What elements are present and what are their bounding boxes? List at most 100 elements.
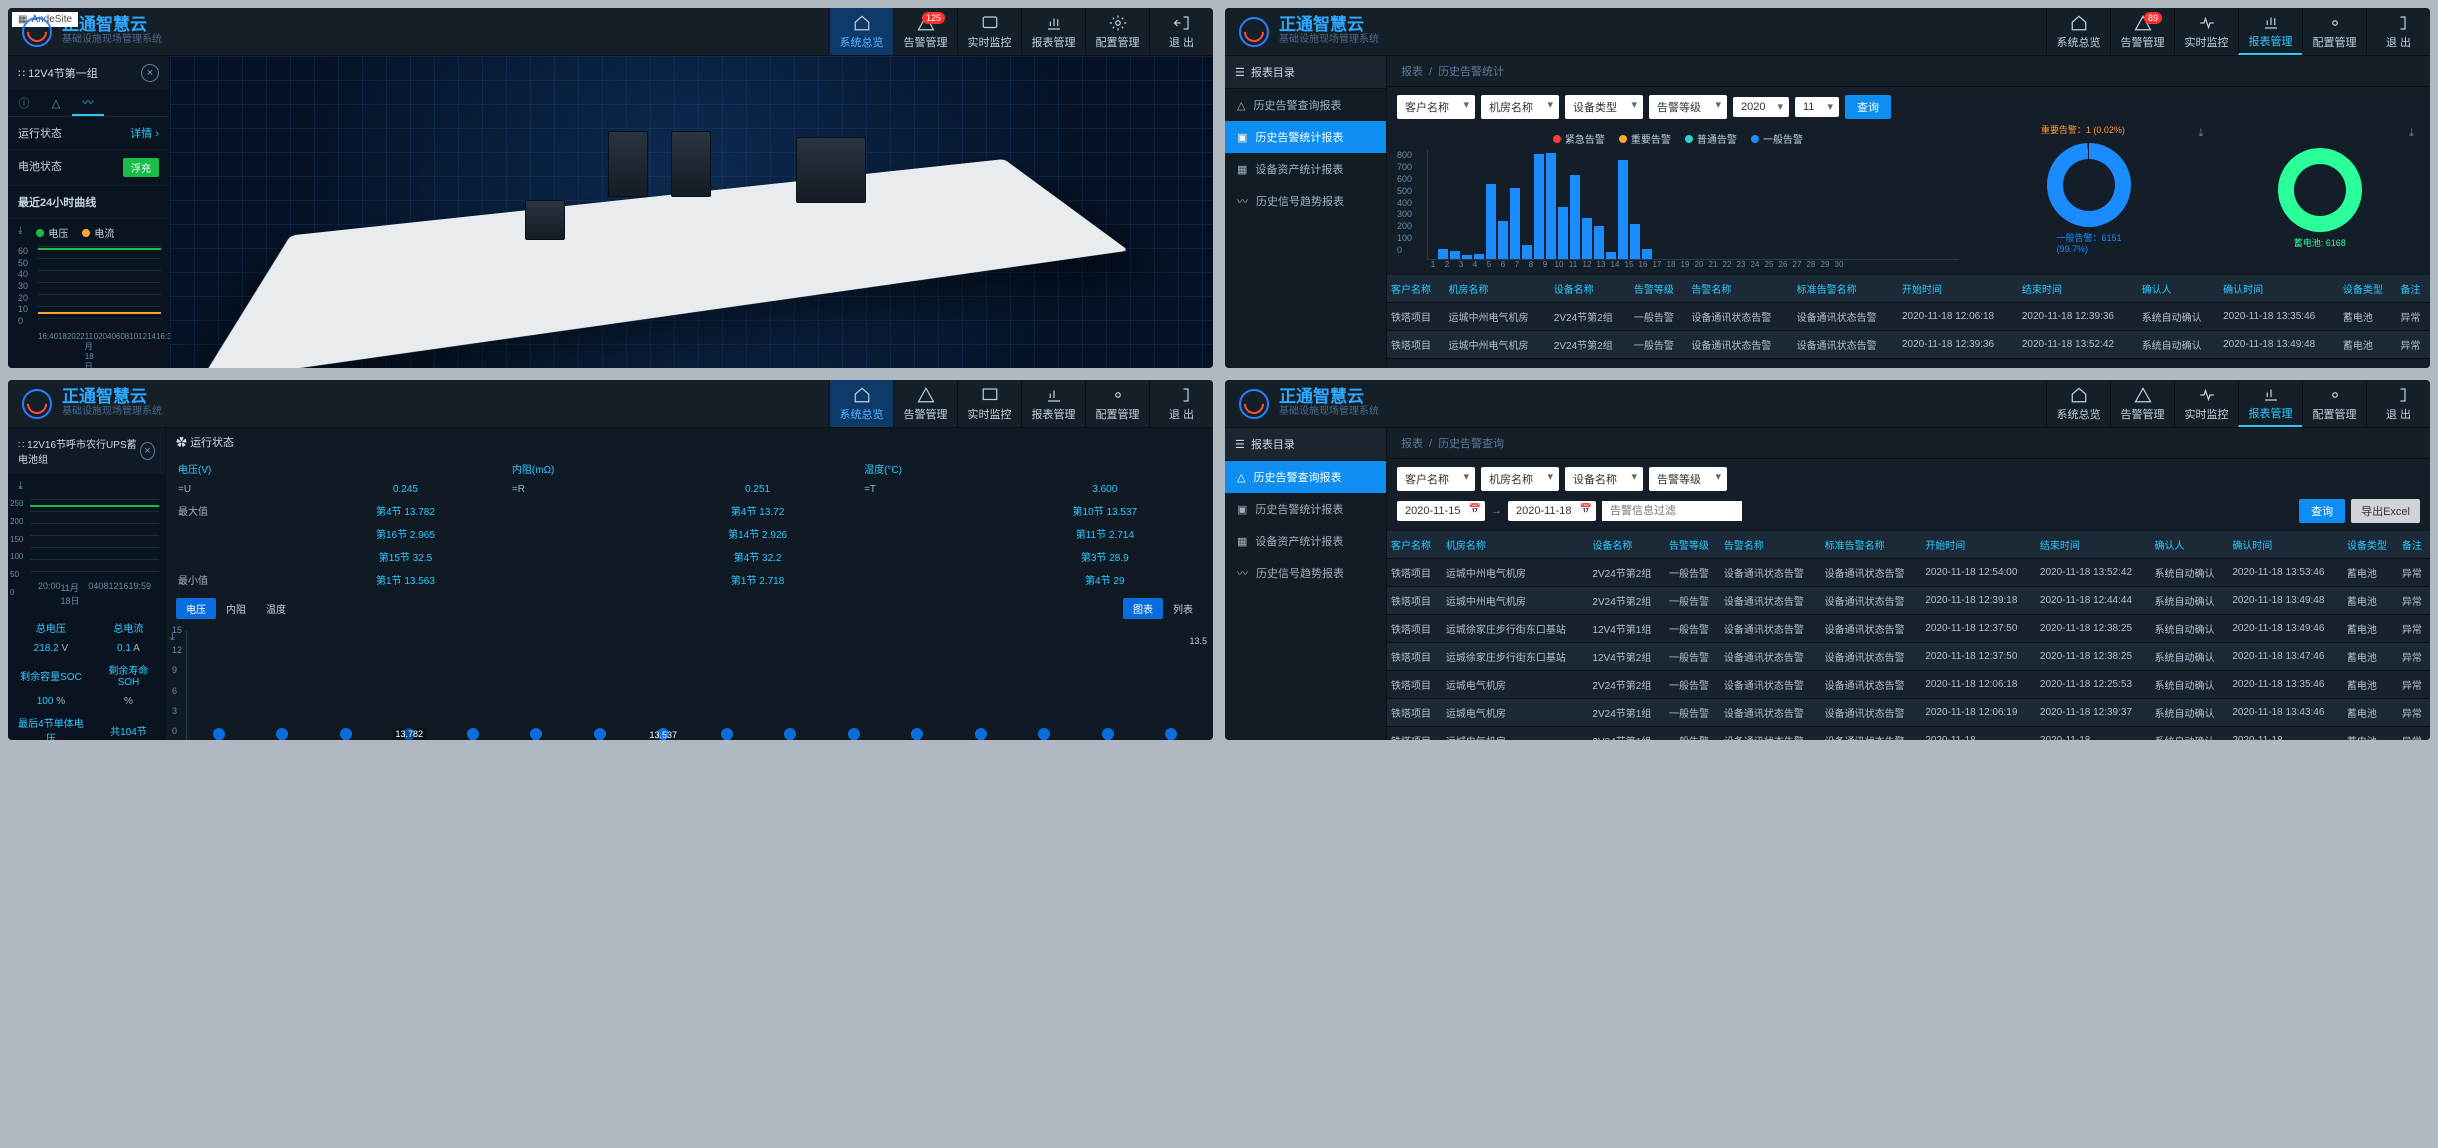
sidebar-item[interactable]: ▦设备资产统计报表 [1225,525,1386,557]
room-3d-view[interactable] [170,56,1213,368]
table-row[interactable]: 铁塔项目运城电气机房2V24节第1组一般告警设备通讯状态告警设备通讯状态告警20… [1387,727,2430,741]
sidebar-item[interactable]: △历史告警查询报表 [1225,461,1386,493]
p3-left-panel: ∷ 12V16节呼市农行UPS蓄电池组 × ⤓ 250200150100500 … [8,428,166,740]
sidebar-item[interactable]: ▦设备资产统计报表 [1225,153,1386,185]
logo-icon [22,17,52,47]
close-icon[interactable]: × [141,64,159,82]
sidebar-item[interactable]: 〰历史信号趋势报表 [1225,557,1386,589]
filter-level[interactable]: 告警等级 [1649,467,1727,491]
rack-1[interactable] [608,131,648,197]
nav-report[interactable]: 报表管理 [2238,380,2302,427]
filter-type[interactable]: 设备类型 [1565,95,1643,119]
nav-config[interactable]: 配置管理 [1085,8,1149,55]
alarm-badge: 125 [922,12,945,24]
table-row[interactable]: 铁塔项目运城徐家庄步行街东口基站12V4节第2组一般告警设备通讯状态告警设备通讯… [1387,643,2430,671]
filter-customer[interactable]: 客户名称 [1397,467,1475,491]
alarm-query-table: 客户名称机房名称设备名称告警等级告警名称标准告警名称开始时间结束时间确认人确认时… [1387,531,2430,740]
exit-icon [2390,14,2408,32]
sidebar-item[interactable]: ▣历史告警统计报表 [1225,493,1386,525]
side-icon: ▣ [1237,131,1247,144]
panel-system-overview-3d: ▦ AndeSite 正通智慧云 基础设施现场管理系统 系统总览 125 告警管… [8,8,1213,368]
download-icon[interactable]: ⤓ [2409,127,2414,140]
metric-tab[interactable]: 内阻 [216,598,256,619]
filter-year[interactable]: 2020 [1733,97,1789,117]
nav-alarm[interactable]: 125 告警管理 [893,8,957,55]
table-row[interactable]: 铁塔项目运城中州电气机房2V24节第2组一般告警设备通讯状态告警设备通讯状态告警… [1387,559,2430,587]
rack-3[interactable] [796,137,866,203]
filter-month[interactable]: 11 [1795,97,1839,117]
logo-icon [1239,389,1269,419]
filter-level[interactable]: 告警等级 [1649,95,1727,119]
query-button[interactable]: 查询 [2299,499,2345,523]
metric-tab[interactable]: 温度 [256,598,296,619]
view-tab[interactable]: 列表 [1163,598,1203,619]
download-icon[interactable]: ⤓ [18,480,23,493]
nav-exit[interactable]: 退 出 [1149,380,1213,427]
tab-info-icon[interactable]: ⓘ [8,90,40,116]
sidebar-item[interactable]: 〰历史信号趋势报表 [1225,185,1386,217]
bar [1474,254,1484,259]
nav-realtime[interactable]: 实时监控 [957,380,1021,427]
nav-report[interactable]: 报表管理 [1021,8,1085,55]
date-from[interactable]: 2020-11-15 [1397,501,1485,521]
nav-exit[interactable]: 退 出 [2366,380,2430,427]
nav-config[interactable]: 配置管理 [2302,8,2366,55]
nav-realtime[interactable]: 实时监控 [957,8,1021,55]
filter-device[interactable]: 设备名称 [1565,467,1643,491]
nav-exit[interactable]: 退 出 [2366,8,2430,55]
rack-4[interactable] [525,200,565,240]
metric-tab[interactable]: 电压 [176,598,216,619]
nav-overview[interactable]: 系统总览 [829,380,893,427]
donut1-note: 重要告警：1 (0.02%) [2041,123,2125,136]
topbar: 正通智慧云 基础设施现场管理系统 系统总览 告警管理 实时监控 报表管理 配置管… [8,380,1213,428]
nav-alarm[interactable]: 告警管理 [2110,380,2174,427]
table-row[interactable]: 铁塔项目运城中州电气机房2V24节第2组一般告警设备通讯状态告警设备通讯状态告警… [1387,587,2430,615]
download-icon[interactable]: ⤓ [18,225,22,240]
filter-customer[interactable]: 客户名称 [1397,95,1475,119]
bar [1570,175,1580,259]
sidebar-item[interactable]: ▣历史告警统计报表 [1225,121,1386,153]
report-sidebar: ☰ 报表目录 △历史告警查询报表▣历史告警统计报表▦设备资产统计报表〰历史信号趋… [1225,56,1387,368]
tab-warn-icon[interactable]: △ [40,90,72,116]
table-row[interactable]: 铁塔项目运城中州电气机房2V24节第2组一般告警设备通讯状态告警设备通讯状态告警… [1387,331,2430,359]
nav-realtime[interactable]: 实时监控 [2174,8,2238,55]
view-tab[interactable]: 图表 [1123,598,1163,619]
nav-overview[interactable]: 系统总览 [2046,380,2110,427]
nav-overview[interactable]: 系统总览 [829,8,893,55]
export-button[interactable]: 导出Excel [2351,499,2420,523]
nav-report[interactable]: 报表管理 [2238,8,2302,55]
p1-side-title: ∷ 12V4节第一组 × [8,56,169,90]
nav-config[interactable]: 配置管理 [2302,380,2366,427]
bar [1594,226,1604,259]
table-row[interactable]: 铁塔项目运城电气机房2V24节第2组一般告警设备通讯状态告警设备通讯状态告警20… [1387,671,2430,699]
side-title: ☰ 报表目录 [1225,56,1386,89]
p1-subtabs: ⓘ △ 〰 [8,90,169,117]
date-to[interactable]: 2020-11-18 [1508,501,1596,521]
nav-overview[interactable]: 系统总览 [2046,8,2110,55]
rack-2[interactable] [671,131,711,197]
nav-alarm[interactable]: 告警管理 [893,380,957,427]
sidebar-item[interactable]: △历史告警查询报表 [1225,89,1386,121]
donut1-label: 一般告警：6151(99.7%) [2057,231,2122,254]
table-row[interactable]: 铁塔项目运城电气机房2V24节第1组一般告警设备通讯状态告警设备通讯状态告警20… [1387,699,2430,727]
query-button[interactable]: 查询 [1845,95,1891,119]
download-icon[interactable]: ⤓ [2199,127,2204,140]
detail-link[interactable]: 详情 › [130,125,159,141]
donut-device [2278,148,2362,232]
nav-realtime[interactable]: 实时监控 [2174,380,2238,427]
table-row[interactable]: 铁塔项目运城中州电气机房2V24节第2组一般告警设备通讯状态告警设备通讯状态告警… [1387,303,2430,331]
chart-icon [1045,14,1063,32]
nav-alarm[interactable]: 89告警管理 [2110,8,2174,55]
nav-config[interactable]: 配置管理 [1085,380,1149,427]
nav-exit[interactable]: 退 出 [1149,8,1213,55]
filter-room[interactable]: 机房名称 [1481,95,1559,119]
keyword-input[interactable] [1602,501,1742,521]
close-icon[interactable]: × [140,442,155,460]
nav-report[interactable]: 报表管理 [1021,380,1085,427]
tab-wave-icon[interactable]: 〰 [72,90,104,116]
side-icon: ▣ [1237,503,1247,516]
side-icon: ▦ [1237,535,1247,548]
filter-room[interactable]: 机房名称 [1481,467,1559,491]
table-row[interactable]: 铁塔项目运城徐家庄步行街东口基站12V4节第1组一般告警设备通讯状态告警设备通讯… [1387,615,2430,643]
side-icon: ▦ [1237,163,1247,176]
